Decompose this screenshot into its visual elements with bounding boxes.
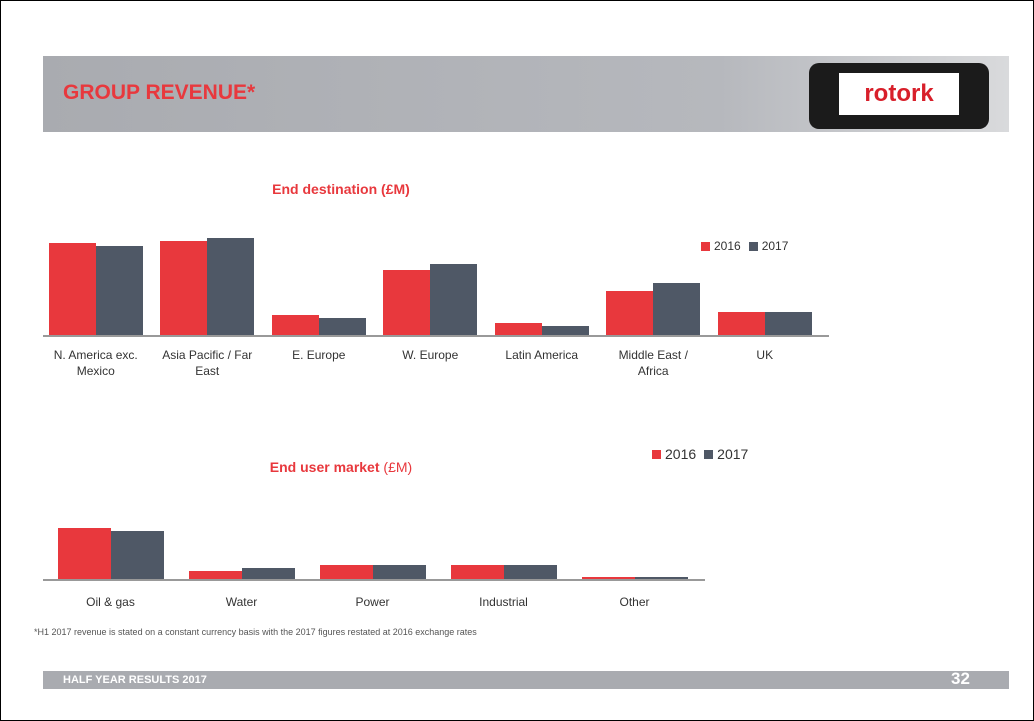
x-tick-label: Latin America <box>505 348 579 362</box>
bar <box>188 571 242 579</box>
legend: 2016 2017 <box>652 446 748 462</box>
x-tick-label: Industrial <box>479 595 528 609</box>
title-text: End destination (£M) <box>272 181 410 197</box>
x-tick-label: Middle East / Africa <box>618 348 688 378</box>
bar <box>271 315 319 335</box>
bar <box>606 291 654 335</box>
bar <box>372 565 426 579</box>
legend-label: 2017 <box>717 446 749 462</box>
title-text: End user market <box>269 459 380 475</box>
bar <box>318 318 366 335</box>
legend-label: 2016 <box>665 446 697 462</box>
bar <box>430 264 478 335</box>
bar <box>383 270 431 335</box>
bar <box>764 312 812 335</box>
x-tick-label: E. Europe <box>292 348 346 362</box>
bar <box>503 565 557 579</box>
legend-label: 2016 <box>714 239 741 253</box>
bar <box>160 241 208 335</box>
bar <box>581 577 635 579</box>
bar <box>110 531 164 579</box>
chart-title: End destination (£M) <box>191 181 491 197</box>
legend: 2016 2017 <box>701 239 788 253</box>
logo: rotork <box>839 73 959 115</box>
bar <box>95 246 143 335</box>
bar <box>653 283 701 335</box>
footer-band <box>43 671 1009 689</box>
bar <box>319 565 373 579</box>
legend-label: 2017 <box>761 239 789 253</box>
x-tick-label: W. Europe <box>402 348 459 362</box>
page-number: 32 <box>951 669 970 688</box>
x-tick-label: Water <box>225 595 258 609</box>
x-tick-label: N. America exc. Mexico <box>53 348 138 378</box>
legend-swatch <box>748 241 758 251</box>
x-tick-label: Other <box>619 595 650 609</box>
bar <box>57 528 111 579</box>
bar <box>494 323 542 335</box>
bar <box>48 243 96 335</box>
x-tick-label: UK <box>756 348 774 362</box>
title-suffix: (£M) <box>383 459 413 475</box>
bar <box>207 238 255 335</box>
x-tick-label: Power <box>355 595 390 609</box>
bar <box>717 312 765 335</box>
legend-swatch <box>652 449 661 459</box>
footnote: *H1 2017 revenue is stated on a constant… <box>34 627 477 637</box>
legend-swatch <box>701 241 710 251</box>
bar <box>241 568 295 579</box>
axis-line <box>43 579 705 581</box>
bar <box>450 565 504 579</box>
axis-line <box>43 335 829 337</box>
slide-title: GROUP REVENUE* <box>63 81 256 104</box>
x-tick-label: Asia Pacific / Far East <box>162 348 253 378</box>
legend-swatch <box>704 449 714 459</box>
x-tick-label: Oil & gas <box>86 595 135 609</box>
bar <box>634 577 688 579</box>
footer-text: HALF YEAR RESULTS 2017 <box>63 674 207 686</box>
bar <box>541 326 589 335</box>
chart-title: End user market (£M) <box>191 459 491 475</box>
